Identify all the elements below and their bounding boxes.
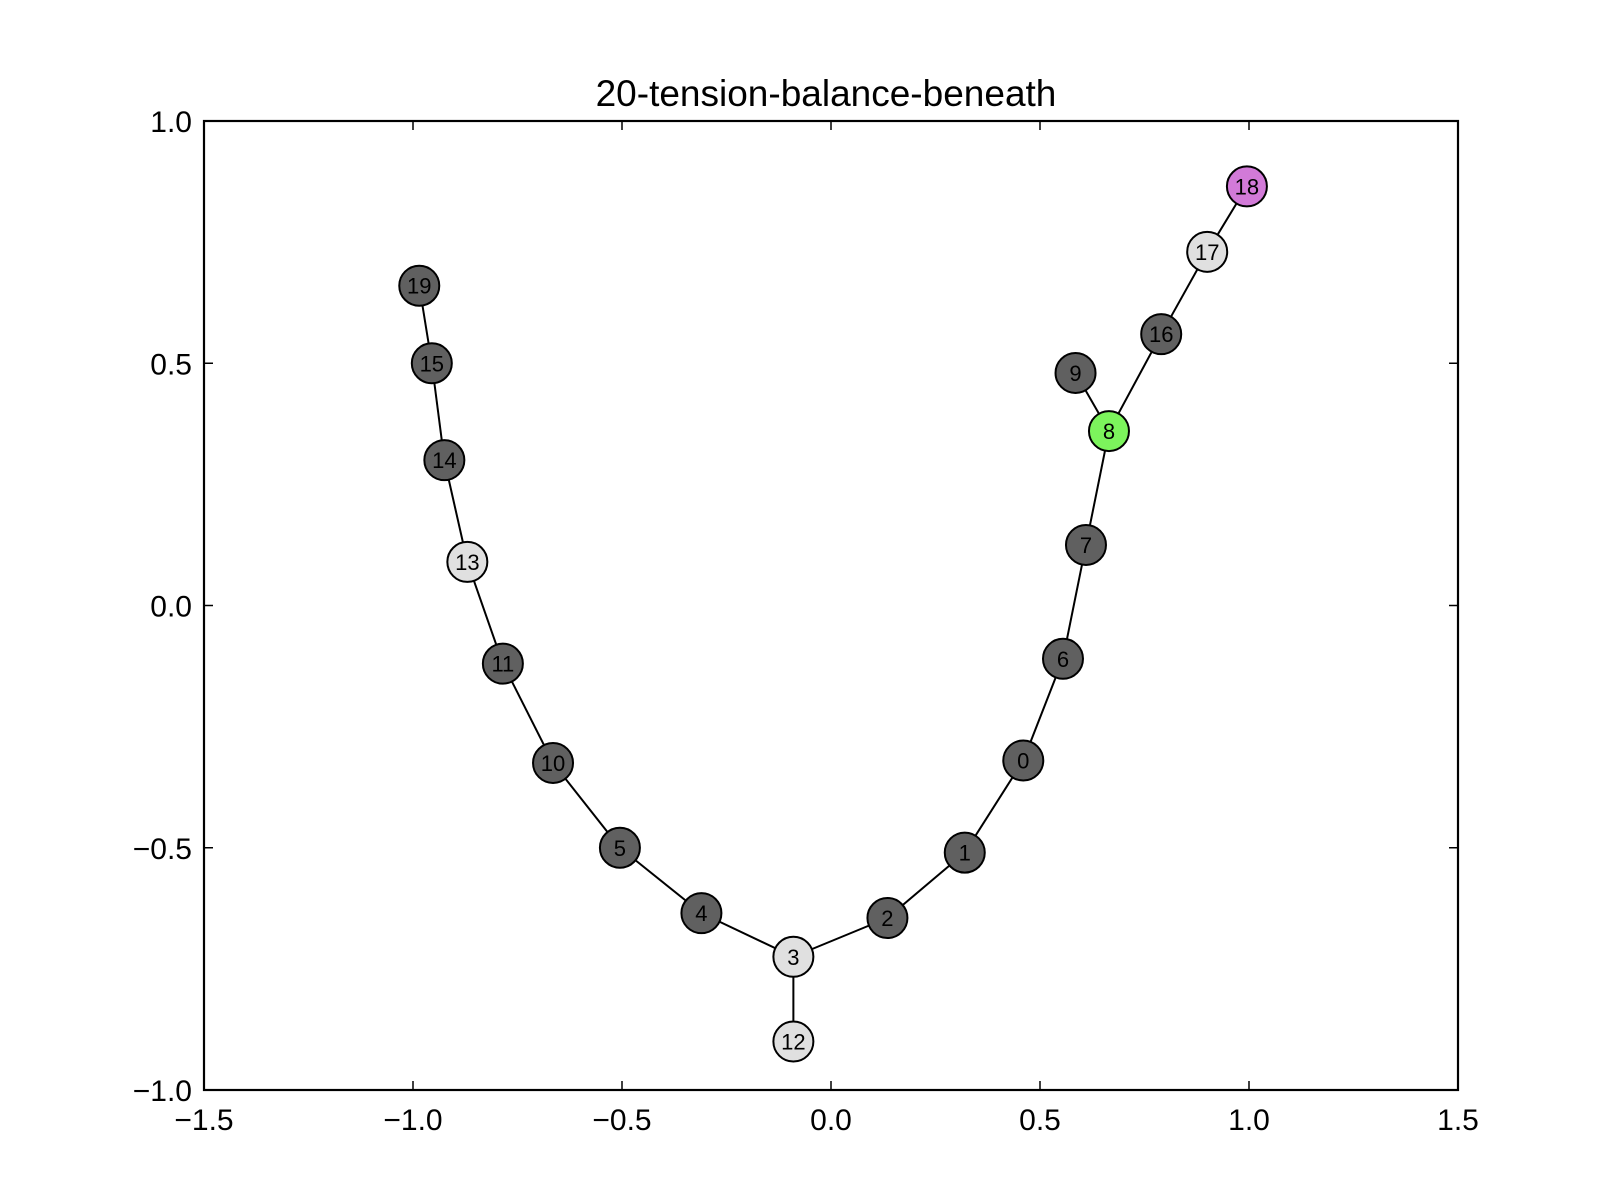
node-6: 6	[1041, 637, 1084, 680]
y-tick-label: −1.0	[133, 1075, 192, 1108]
node-11: 11	[481, 642, 524, 685]
node-label: 19	[407, 274, 431, 299]
chart-title: 20-tension-balance-beneath	[596, 73, 1057, 114]
node-circle	[943, 831, 986, 874]
node-circle	[1064, 523, 1107, 566]
node-label: 9	[1069, 361, 1081, 386]
node-label: 17	[1195, 240, 1219, 265]
x-tick-label: 1.5	[1437, 1104, 1479, 1137]
node-18: 18	[1225, 165, 1268, 208]
node-label: 15	[420, 351, 444, 376]
node-label: 4	[695, 901, 707, 926]
node-circle	[1087, 410, 1130, 453]
x-tick-label: 0.0	[810, 1104, 852, 1137]
node-circle	[423, 439, 466, 482]
node-label: 12	[781, 1030, 805, 1055]
node-label: 0	[1017, 749, 1029, 774]
node-circle	[481, 642, 524, 685]
node-label: 16	[1149, 322, 1173, 347]
node-4: 4	[680, 892, 723, 935]
node-7: 7	[1064, 523, 1107, 566]
node-13: 13	[446, 540, 489, 583]
y-tick-label: 0.5	[150, 348, 192, 381]
node-8: 8	[1087, 410, 1130, 453]
y-tick-label: 1.0	[150, 106, 192, 139]
node-circle	[772, 1020, 815, 1063]
node-label: 1	[959, 841, 971, 866]
node-circle	[1054, 351, 1097, 394]
node-label: 2	[881, 906, 893, 931]
node-label: 14	[432, 448, 456, 473]
node-2: 2	[866, 897, 909, 940]
y-tick-label: −0.5	[133, 833, 192, 866]
node-circle	[1002, 739, 1045, 782]
node-circle	[398, 264, 441, 307]
node-circle	[532, 741, 575, 784]
node-19: 19	[398, 264, 441, 307]
node-circle	[680, 892, 723, 935]
x-tick-label: −0.5	[592, 1104, 651, 1137]
node-circle	[410, 342, 453, 385]
x-tick-label: −1.0	[383, 1104, 442, 1137]
x-tick-label: −1.5	[174, 1104, 233, 1137]
node-14: 14	[423, 439, 466, 482]
node-circle	[1225, 165, 1268, 208]
node-circle	[1140, 313, 1183, 356]
y-tick-label: 0.0	[150, 591, 192, 624]
node-3: 3	[772, 935, 815, 978]
node-label: 13	[455, 550, 479, 575]
node-label: 18	[1235, 174, 1259, 199]
node-circle	[866, 897, 909, 940]
x-tick-label: 0.5	[1019, 1104, 1061, 1137]
node-label: 3	[787, 945, 799, 970]
node-circle	[1041, 637, 1084, 680]
node-5: 5	[598, 826, 641, 869]
node-circle	[1186, 230, 1229, 273]
node-1: 1	[943, 831, 986, 874]
node-15: 15	[410, 342, 453, 385]
node-17: 17	[1186, 230, 1229, 273]
node-label: 8	[1103, 419, 1115, 444]
node-0: 0	[1002, 739, 1045, 782]
node-label: 7	[1080, 533, 1092, 558]
x-tick-label: 1.0	[1228, 1104, 1270, 1137]
node-label: 6	[1057, 647, 1069, 672]
node-label: 10	[541, 751, 565, 776]
node-9: 9	[1054, 351, 1097, 394]
node-label: 11	[491, 652, 514, 677]
node-circle	[598, 826, 641, 869]
ticks-layer: −1.5 −1.0 −0.5 0.0 0.5 1.0 1.5−1.0−0.50.00.51.…	[133, 106, 1479, 1137]
node-circle	[772, 935, 815, 978]
node-12: 12	[772, 1020, 815, 1063]
node-10: 10	[532, 741, 575, 784]
node-16: 16	[1140, 313, 1183, 356]
axes-frame	[202, 119, 1460, 1092]
node-label: 5	[614, 836, 626, 861]
node-circle	[446, 540, 489, 583]
